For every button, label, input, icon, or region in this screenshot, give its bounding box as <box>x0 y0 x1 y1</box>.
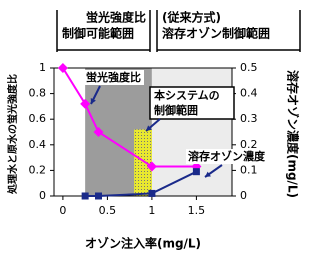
header: 溶存オゾン制御範囲 <box>162 26 270 41</box>
y-tick-label: 0.4 <box>29 138 47 151</box>
marker <box>192 168 200 176</box>
y2-tick-label: 0.4 <box>240 87 258 100</box>
annotation: 蛍光強度比 <box>86 70 141 84</box>
y2-tick-label: 0.5 <box>240 61 258 74</box>
y2-tick-label: 0 <box>240 189 247 202</box>
annotation: 制御範囲 <box>154 103 198 117</box>
y-tick-label: 0.6 <box>29 112 47 125</box>
x-axis-label: オゾン注入率(mg/L) <box>85 236 201 251</box>
y2-axis-label: 溶存オゾン濃度(mg/L) <box>286 70 301 198</box>
bracket <box>56 10 151 52</box>
chart: 蛍光強度比 制御可能範囲 (従来方式) 溶存オゾン制御範囲 オゾン注入率(mg/… <box>6 10 301 251</box>
annotation-bg <box>84 70 144 85</box>
annotation: 溶存オゾン濃度 <box>188 149 266 163</box>
x-tick-label: 0.5 <box>99 204 117 217</box>
annotation: 本システムの <box>154 88 220 102</box>
marker <box>80 98 91 109</box>
annotation-box <box>149 86 235 120</box>
arrow-head <box>146 125 152 131</box>
y-tick-label: 0 <box>39 189 46 202</box>
y-tick-label: 0.8 <box>29 87 47 100</box>
y-tick-label: 1 <box>39 61 46 74</box>
marker <box>148 189 156 197</box>
arrow-head <box>90 98 96 104</box>
arrow-head <box>205 171 211 177</box>
bracket <box>156 10 301 52</box>
y-axis-label: 処理水と原水の蛍光強度比 <box>6 74 19 195</box>
marker <box>93 127 104 137</box>
marker <box>146 161 157 172</box>
marker <box>81 192 89 200</box>
marker <box>95 192 102 200</box>
y-tick-label: 0.2 <box>29 163 47 176</box>
header: 制御可能範囲 <box>62 26 134 41</box>
y2-tick-label: 0.3 <box>240 112 258 125</box>
highlight <box>134 129 152 196</box>
x-tick-label: 1.5 <box>188 204 206 217</box>
x-tick-label: 1 <box>148 204 155 217</box>
series-line <box>85 170 197 197</box>
marker <box>57 63 68 73</box>
y2-tick-label: 0.2 <box>240 138 258 151</box>
annotation-bg <box>186 149 272 164</box>
plot-frame <box>53 67 233 197</box>
header: 蛍光強度比 <box>86 10 146 25</box>
header-brackets <box>56 10 301 52</box>
x-tick-label: 0 <box>59 204 66 217</box>
header: (従来方式) <box>162 10 221 25</box>
y2-tick-label: 0.1 <box>240 163 258 176</box>
